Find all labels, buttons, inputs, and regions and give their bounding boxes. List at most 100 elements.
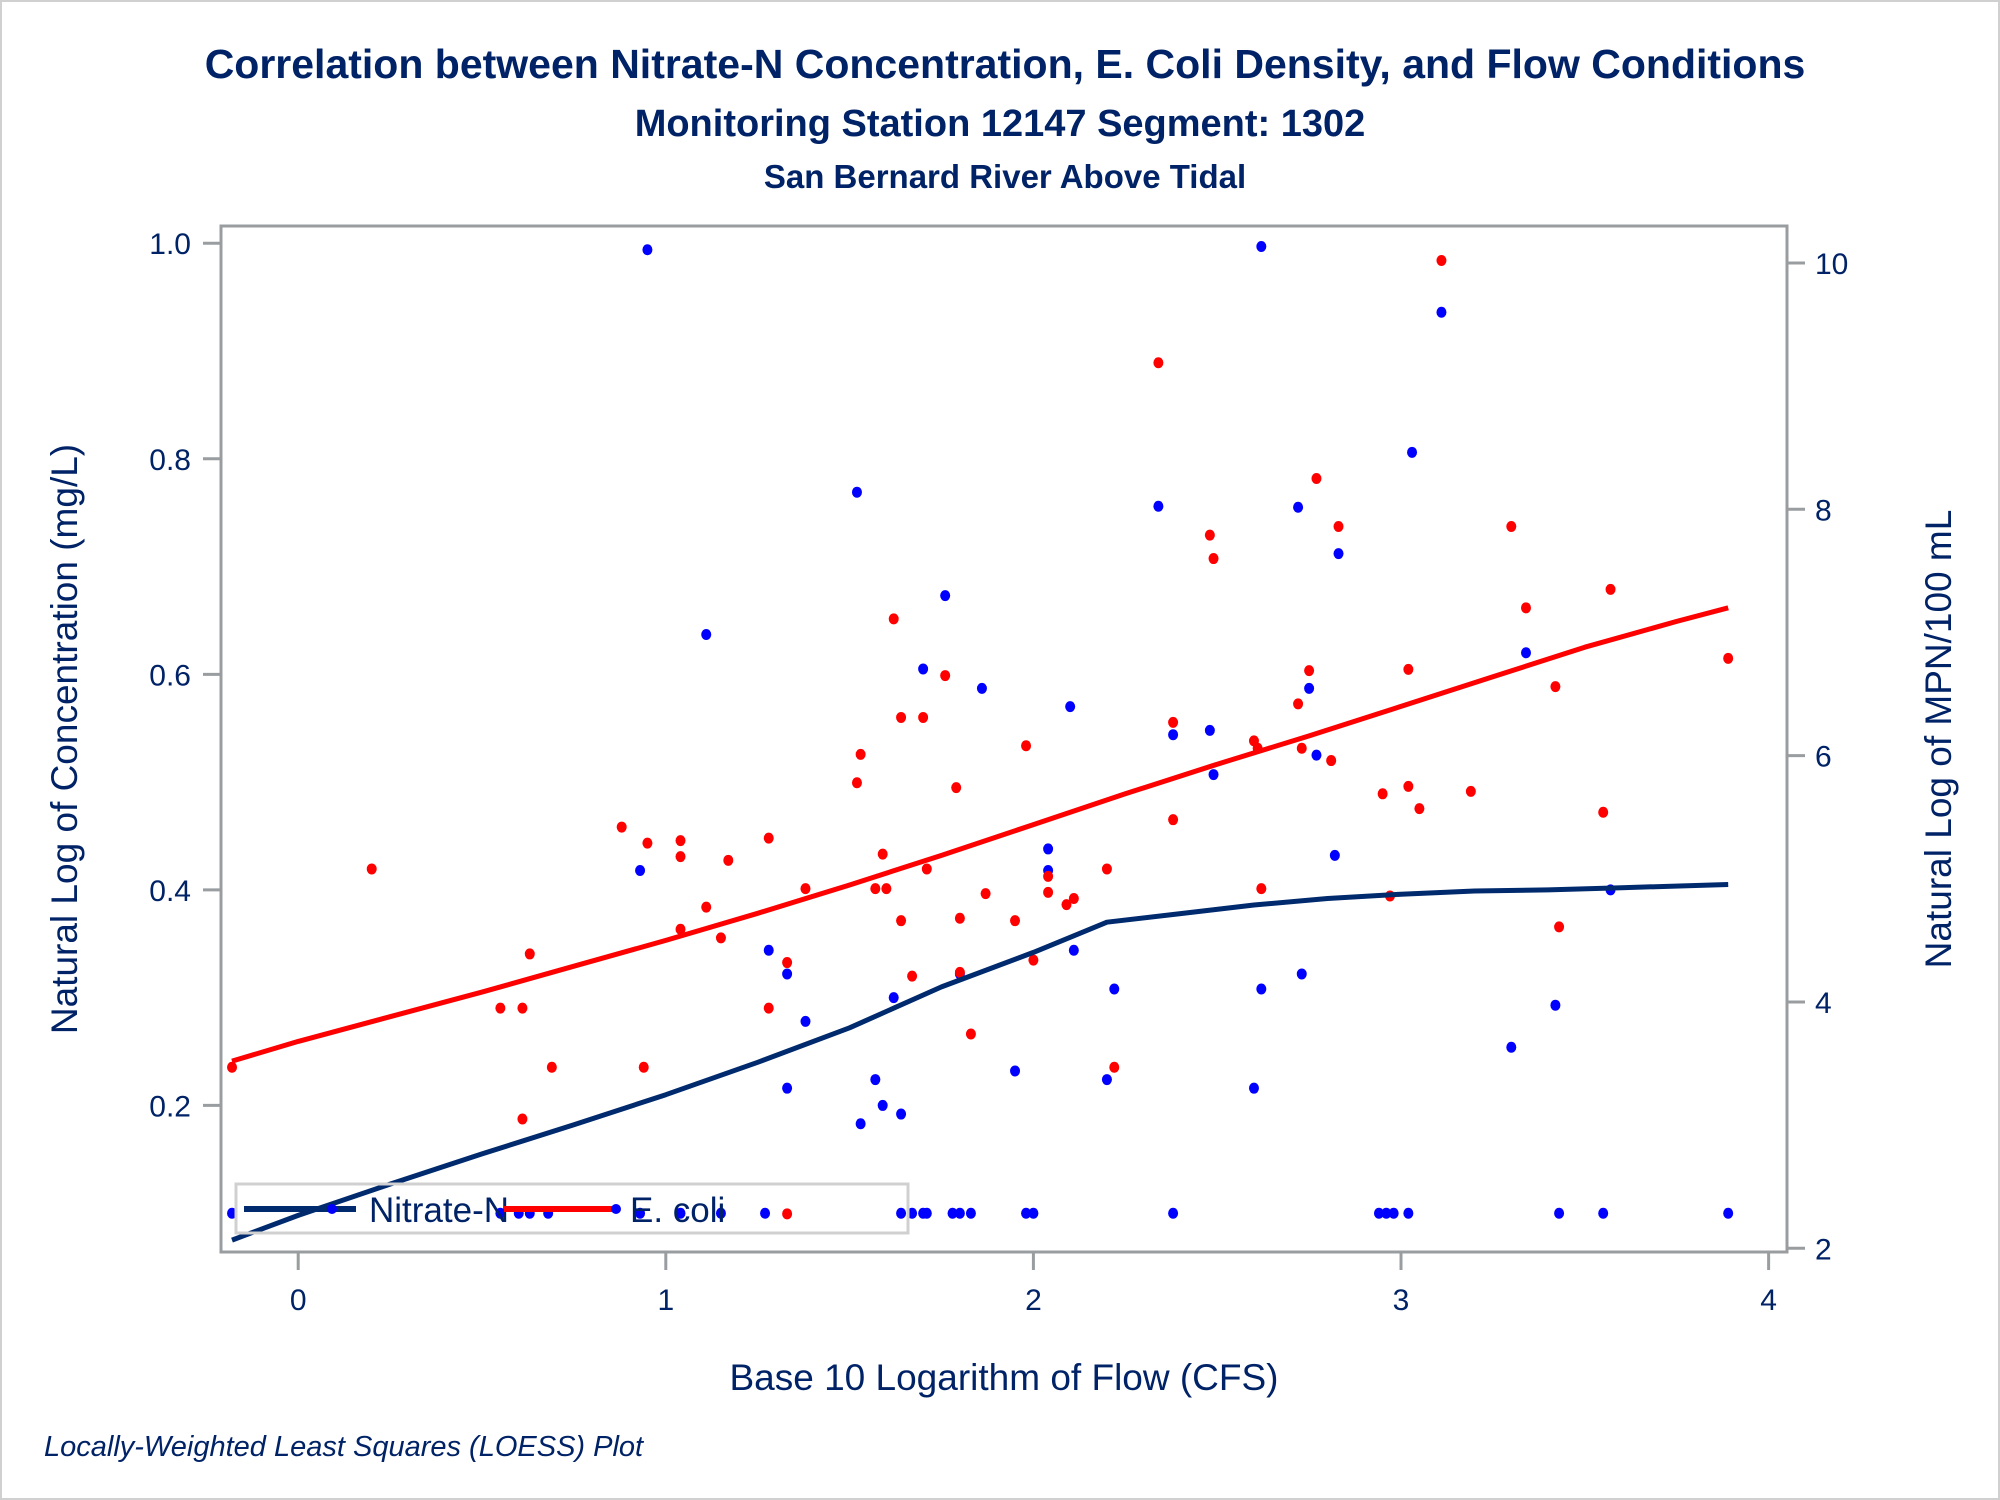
ecoli-point (896, 915, 907, 927)
x-tick-label: 4 (1760, 1284, 1777, 1317)
ecoli-point (1296, 742, 1307, 754)
ecoli-point (965, 1028, 976, 1040)
ecoli-point (763, 1002, 774, 1014)
y-tick-label: 0.8 (149, 444, 191, 477)
ecoli-point (675, 835, 686, 847)
nitrate-point (877, 1099, 888, 1111)
nitrate-point (1550, 999, 1561, 1011)
nitrate-point (1723, 1207, 1734, 1219)
nitrate-point (760, 1207, 771, 1219)
nitrate-point (921, 1207, 932, 1219)
ecoli-point (1010, 915, 1021, 927)
ecoli-point (1436, 254, 1447, 266)
nitrate-point (1388, 1207, 1399, 1219)
ecoli-point (888, 613, 899, 625)
nitrate-point (1506, 1041, 1517, 1053)
nitrate-point (851, 486, 862, 498)
x-tick-label: 0 (290, 1284, 307, 1317)
ecoli-point (1506, 521, 1517, 533)
ecoli-point (495, 1002, 506, 1014)
ecoli-point (1109, 1061, 1120, 1073)
ecoli-point (1256, 883, 1267, 895)
ecoli-point (881, 883, 892, 895)
ecoli-point (1204, 529, 1215, 541)
ecoli-point (954, 966, 965, 978)
ecoli-point (980, 888, 991, 900)
nitrate-point (1381, 1207, 1392, 1219)
nitrate-point (1329, 849, 1340, 861)
ecoli-point (638, 1061, 649, 1073)
y-tick-label: 0.2 (149, 1090, 191, 1123)
ecoli-point (1101, 863, 1112, 875)
ecoli-point (855, 748, 866, 760)
nitrate-point (1436, 306, 1447, 318)
nitrate-point (782, 1082, 793, 1094)
nitrate-point (1373, 1207, 1384, 1219)
x-tick-label: 2 (1025, 1284, 1042, 1317)
y2-axis-label: Natural Log of MPN/100 mL (1918, 510, 1959, 969)
legend-frame (234, 1182, 910, 1235)
nitrate-point (954, 1207, 965, 1219)
chart-title: Correlation between Nitrate-N Concentrat… (205, 41, 1806, 87)
nitrate-point (1407, 446, 1418, 458)
ecoli-point (715, 932, 726, 944)
plot-frame (219, 224, 1789, 1254)
ecoli-loess-line (231, 605, 1729, 1064)
ecoli-point (723, 854, 734, 866)
y-tick-label: 1.0 (149, 228, 191, 261)
nitrate-point (1028, 1207, 1039, 1219)
y-tick-label: 0.4 (149, 875, 191, 908)
nitrate-point (1168, 1207, 1179, 1219)
legend-nitrate-marker (327, 1204, 337, 1214)
legend-ecoli-label: E. coli (630, 1191, 725, 1230)
y2-tick-label: 8 (1815, 494, 1832, 527)
ecoli-point (1403, 780, 1414, 792)
ecoli-point (763, 832, 774, 844)
ecoli-point (782, 957, 793, 969)
ecoli-point (951, 782, 962, 794)
nitrate-point (763, 944, 774, 956)
nitrate-loess-line (231, 882, 1729, 1243)
ecoli-point (1521, 602, 1531, 614)
ecoli-point (1414, 803, 1425, 815)
x-tick-label: 1 (657, 1284, 674, 1317)
ecoli-point (1598, 806, 1609, 818)
nitrate-point (1021, 1207, 1032, 1219)
nitrate-point (1153, 500, 1164, 512)
y-axis-label: Natural Log of Concentration (mg/L) (44, 444, 85, 1034)
ecoli-point (907, 970, 918, 982)
ecoli-point (1068, 893, 1079, 905)
ecoli-point (366, 863, 377, 875)
ecoli-point (1550, 681, 1561, 693)
ecoli-point (1465, 785, 1476, 797)
legend-ecoli-marker (611, 1204, 621, 1214)
nitrate-point (1256, 983, 1267, 995)
ecoli-point (1168, 716, 1179, 728)
nitrate-points (227, 240, 1734, 1219)
ecoli-point (227, 1061, 238, 1073)
y2-tick-label: 2 (1815, 1233, 1832, 1266)
ecoli-point (517, 1002, 528, 1014)
ecoli-point (877, 848, 888, 860)
chart-subtitle-location: San Bernard River Above Tidal (764, 158, 1246, 195)
ecoli-point (954, 912, 965, 924)
nitrate-point (675, 1207, 686, 1219)
nitrate-point (940, 590, 951, 602)
nitrate-point (642, 244, 653, 256)
ecoli-point (1168, 814, 1179, 826)
ecoli-point (616, 821, 627, 833)
ecoli-point (782, 1208, 793, 1220)
ecoli-point (800, 883, 811, 895)
nitrate-point (1554, 1207, 1565, 1219)
ecoli-point (1326, 755, 1337, 767)
ecoli-point (1723, 652, 1734, 664)
ecoli-point (675, 851, 686, 863)
ecoli-point (1333, 521, 1344, 533)
nitrate-point (1304, 682, 1315, 694)
legend-nitrate-label: Nitrate-N (369, 1191, 509, 1230)
ecoli-point (1403, 663, 1414, 675)
ecoli-point (1293, 698, 1304, 710)
nitrate-point (1311, 749, 1322, 761)
legend: Nitrate-N E. coli (234, 1182, 910, 1235)
y-axis-left: 0.2 0.4 0.6 0.8 1.0 (149, 228, 221, 1123)
